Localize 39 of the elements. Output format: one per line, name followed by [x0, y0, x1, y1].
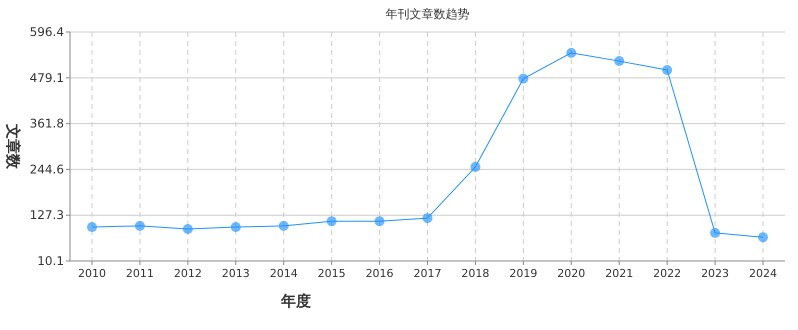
point: [710, 228, 720, 238]
y-tick-label: 244.6: [30, 162, 64, 176]
point: [374, 216, 385, 226]
point: [758, 232, 768, 242]
x-tick-label: 2016: [366, 267, 394, 280]
point: [230, 222, 241, 232]
x-tick-label: 2021: [605, 267, 634, 280]
point: [182, 224, 193, 234]
x-tick-label: 2022: [653, 267, 682, 280]
point: [518, 74, 528, 84]
x-tick-label: 2018: [461, 267, 490, 280]
y-tick-label: 596.4: [30, 25, 64, 39]
y-tick-label: 10.1: [37, 254, 64, 268]
x-axis-title: 年度: [280, 292, 311, 310]
x-tick-label: 2023: [701, 267, 730, 280]
point: [662, 65, 672, 76]
point: [614, 56, 624, 66]
point: [326, 216, 337, 226]
x-tick-label: 2011: [126, 267, 154, 280]
point: [566, 48, 576, 58]
x-tick-label: 2012: [174, 267, 202, 280]
point: [87, 222, 97, 232]
chart-title: 年刊文章数趋势: [386, 7, 470, 21]
x-tick-label: 2017: [414, 267, 442, 280]
x-tick-label: 2010: [78, 267, 106, 280]
x-tick-label: 2024: [749, 267, 777, 280]
x-tick-label: 2020: [557, 267, 586, 280]
y-tick-label: 127.3: [30, 208, 64, 222]
point: [278, 220, 289, 231]
x-tick-label: 2014: [270, 267, 298, 280]
y-tick-label: 479.1: [30, 70, 64, 85]
point: [134, 220, 145, 231]
point: [422, 213, 432, 224]
x-tick-label: 2013: [222, 267, 250, 280]
y-axis-title: 文章数: [4, 123, 22, 170]
y-tick-label: 361.8: [30, 116, 64, 131]
point: [470, 162, 480, 172]
x-tick-label: 2015: [318, 267, 346, 280]
x-tick-label: 2019: [509, 267, 538, 280]
